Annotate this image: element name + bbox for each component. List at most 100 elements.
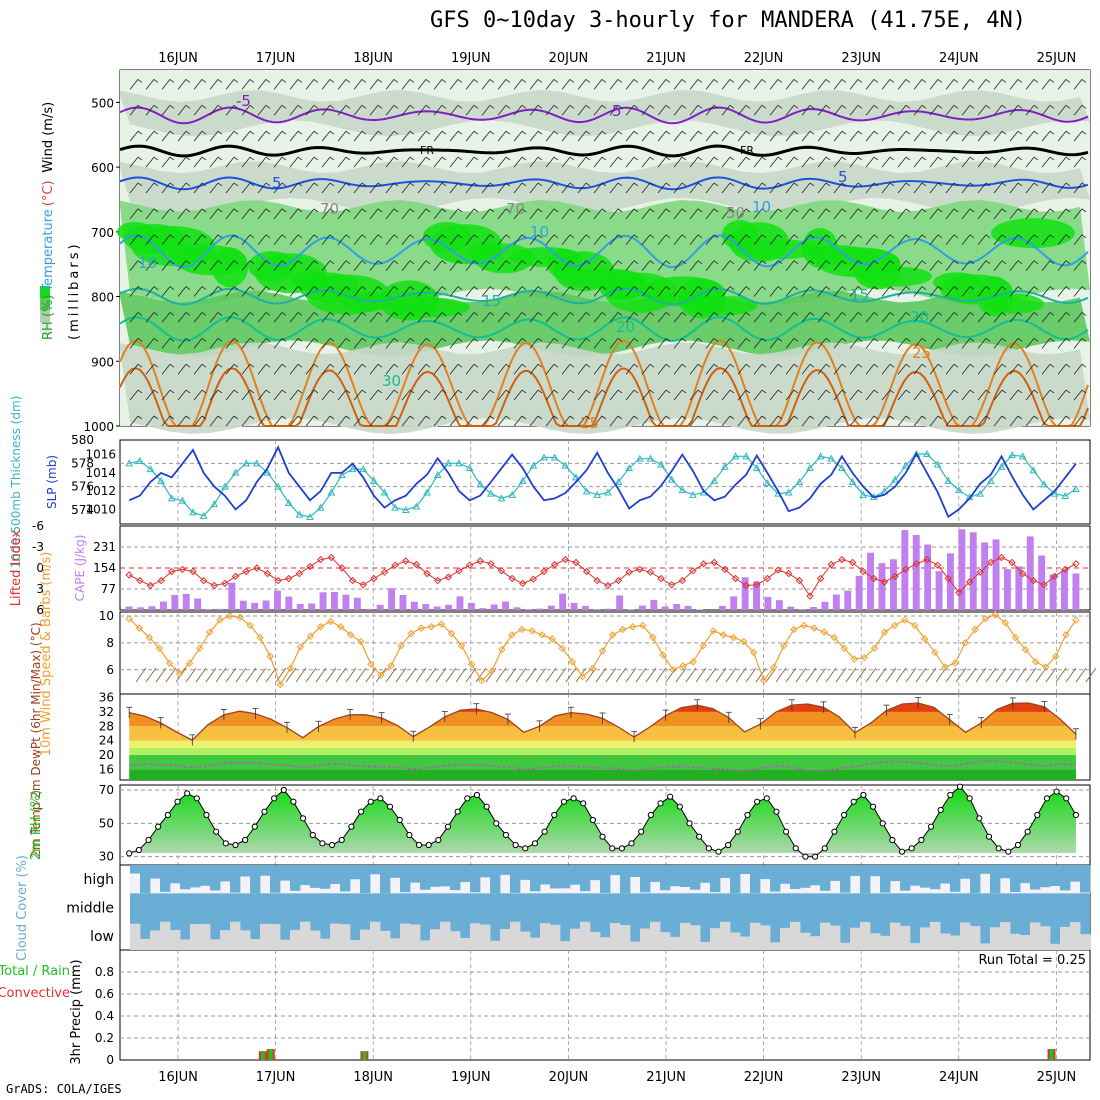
wind-barb xyxy=(577,415,587,427)
wind-barb xyxy=(481,156,491,168)
rh-point xyxy=(889,836,896,844)
wind-barb-flag xyxy=(809,260,815,264)
lifted-index-point xyxy=(1072,560,1080,568)
wind-barb-flag xyxy=(265,208,271,213)
cloud-high-bar xyxy=(360,865,371,893)
wind-barb-flag xyxy=(825,389,831,394)
wind-barb xyxy=(257,105,267,116)
wind-barb xyxy=(273,156,283,168)
wind-barb xyxy=(929,156,939,168)
wind-barb-flag xyxy=(889,182,895,187)
wind-barb xyxy=(801,389,811,401)
wind-barb xyxy=(785,338,795,349)
rh-blob xyxy=(386,297,470,318)
rh-legend-swatch xyxy=(40,322,50,334)
x-tick-label-bottom: 18JUN xyxy=(353,1070,393,1085)
wind-barb xyxy=(753,389,763,401)
wind-barb xyxy=(529,415,539,427)
wind-barb-flag xyxy=(249,156,255,161)
rh-point xyxy=(435,836,442,844)
rh-point xyxy=(454,808,461,815)
wind-barb xyxy=(657,415,667,427)
wind-barb xyxy=(753,338,763,349)
wind-barb-flag xyxy=(745,130,751,135)
wind-barb-flag xyxy=(649,415,655,420)
wind-barb xyxy=(433,208,443,220)
wind-barb-flag xyxy=(505,182,511,187)
wind-barb xyxy=(161,338,171,349)
precip-bar-total xyxy=(260,1051,265,1060)
wind-barb-flag xyxy=(1065,182,1071,187)
wind-barb xyxy=(641,312,651,323)
thickness-point xyxy=(221,482,229,490)
wind-barb-flag xyxy=(1065,363,1071,368)
rh-point xyxy=(811,853,819,860)
wind-barb-flag xyxy=(697,234,703,239)
wind-speed-point xyxy=(1031,658,1040,666)
cape-bar xyxy=(1049,574,1057,610)
wind-barb-flag xyxy=(1017,182,1023,187)
wind-barb-10m xyxy=(465,667,477,683)
wind-barb xyxy=(897,130,907,142)
wind-barb-flag xyxy=(185,130,191,135)
wind-barb xyxy=(417,286,427,297)
wind-barb-flag xyxy=(457,182,463,187)
wind-barb xyxy=(737,260,747,271)
rh-point xyxy=(667,793,674,800)
y-tick-label-precip: 0.8 xyxy=(95,965,114,979)
rh-point xyxy=(560,798,568,805)
wind-barb-flag xyxy=(777,156,783,161)
wind-barb xyxy=(305,415,315,427)
wind-barb-flag xyxy=(921,363,927,368)
wind-barb-flag xyxy=(153,234,159,239)
wind-barb-flag xyxy=(153,415,159,420)
wind-barb-10m xyxy=(735,667,747,683)
wind-barb xyxy=(305,286,315,297)
wind-barb-flag xyxy=(505,389,511,394)
wind-barb xyxy=(721,286,731,297)
wind-barb-flag xyxy=(729,363,735,368)
rh-point xyxy=(232,841,239,849)
wind-barb-flag xyxy=(281,156,287,161)
y-tick-label-temp: 20 xyxy=(99,748,114,762)
wind-barb xyxy=(497,79,507,90)
wind-barb xyxy=(913,208,923,220)
wind-barb-flag xyxy=(281,130,287,135)
cloud-low-bar xyxy=(810,936,821,950)
temperature-contour xyxy=(119,176,1089,191)
wind-barb-flag xyxy=(777,363,783,368)
cloud-low-bar xyxy=(720,921,731,950)
wind-barb-flag xyxy=(425,312,431,316)
x-tick-label-bottom: 17JUN xyxy=(256,1070,296,1085)
wind-barb-flag xyxy=(345,104,351,109)
wind-barb-flag xyxy=(393,79,399,83)
cloud-high-bar xyxy=(460,865,471,883)
wind-barb xyxy=(433,79,443,90)
lifted-index-point xyxy=(423,569,431,578)
wind-barb-flag xyxy=(297,234,303,239)
wind-barb-flag xyxy=(665,415,671,420)
thickness-point xyxy=(859,490,868,498)
cloud-low-bar xyxy=(230,921,241,950)
y-tick-label-li: 6 xyxy=(36,603,44,617)
wind-barb-flag xyxy=(1033,260,1039,264)
wind-barb-flag xyxy=(457,286,463,290)
wind-barb xyxy=(449,182,459,194)
wind-barb-flag xyxy=(937,415,943,420)
cloud-high-bar xyxy=(180,865,191,890)
wind-barb xyxy=(817,389,827,401)
cloud-low-bar xyxy=(1070,922,1081,950)
wind-barb-flag xyxy=(665,363,671,368)
cloud-high-bar xyxy=(780,865,791,884)
wind-barb-flag xyxy=(361,130,367,135)
wind-barb-flag xyxy=(553,389,559,394)
lifted-index-point xyxy=(742,581,750,590)
wind-barb xyxy=(353,156,363,168)
wind-barb xyxy=(401,208,411,220)
wind-barb-flag xyxy=(665,260,671,264)
wind-barb xyxy=(993,105,1003,116)
wind-barb xyxy=(449,260,459,271)
wind-barb xyxy=(1041,234,1051,246)
wind-speed-point xyxy=(548,635,556,643)
wind-barb xyxy=(1057,156,1067,168)
